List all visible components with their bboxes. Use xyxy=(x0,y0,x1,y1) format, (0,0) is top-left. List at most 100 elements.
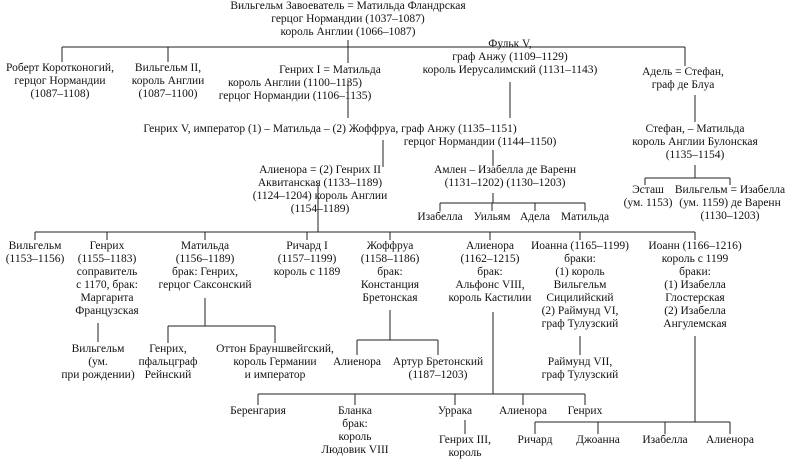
node-line: Вильгельм Завоеватель = Матильда Фландрс… xyxy=(230,0,466,12)
node-line: Роберт Коротконогий, xyxy=(6,62,114,74)
node-line: Стефан, – Матильда xyxy=(645,123,744,135)
node-line: брак: xyxy=(477,266,503,278)
person-node: Генрих xyxy=(568,405,603,417)
person-node: Алиенора(1162–1215)брак:Альфонс VIII,кор… xyxy=(449,240,532,304)
node-line: Уильям xyxy=(474,211,512,223)
node-line: Матильда xyxy=(561,211,609,223)
person-node: Алиенора xyxy=(499,405,547,417)
node-line: король xyxy=(338,431,371,443)
node-line: Иоанн (1166–1216) xyxy=(648,240,741,252)
node-line: герцог Нормандии (1106–1135) xyxy=(219,90,372,102)
person-node: Вильгельм Завоеватель = Матильда Фландрс… xyxy=(230,0,466,38)
node-line: (ум. xyxy=(88,356,108,368)
node-line: король Англии Булонская xyxy=(632,136,758,148)
node-line: браки: xyxy=(679,266,711,278)
node-line: Ричард I xyxy=(286,240,328,252)
connector xyxy=(34,185,696,240)
person-node: Фульк V,граф Анжу (1109–1129)король Иеру… xyxy=(423,38,598,76)
node-line: Ангулемская xyxy=(663,318,727,330)
node-line: пфальцграф xyxy=(139,356,199,368)
connector xyxy=(356,310,581,355)
node-line: Вильгельм xyxy=(72,343,125,355)
node-line: брак: Генрих, xyxy=(172,266,238,278)
node-line: Артур Бретонский xyxy=(393,356,483,368)
connector xyxy=(534,336,731,434)
node-line: Алиенора xyxy=(333,356,381,368)
person-node: Уильям xyxy=(474,211,512,223)
node-line: Рейнский xyxy=(145,369,192,381)
node-line: Матильда xyxy=(181,240,229,252)
node-line: Маргарита xyxy=(80,292,133,304)
node-line: (1131–1202) (1130–1203) xyxy=(445,177,566,189)
node-line: Алиенора = (2) Генрих II xyxy=(259,164,381,176)
node-line: Констанция xyxy=(361,279,420,291)
node-line: (2) Изабелла xyxy=(664,305,726,317)
person-node: Ричард xyxy=(518,434,553,446)
person-node: Генрих III,король xyxy=(439,434,491,459)
node-line: Алиенора xyxy=(706,434,754,446)
person-node: Матильда(1156–1189)брак: Генрих,герцог С… xyxy=(159,240,252,291)
node-line: герцог Саксонский xyxy=(159,279,252,291)
person-node: Жоффруа(1158–1186)брак:КонстанцияБретонс… xyxy=(361,240,420,304)
connector xyxy=(439,193,586,211)
person-node: Артур Бретонский(1187–1203) xyxy=(393,356,483,381)
person-node: Вильгельм(ум.при рождении) xyxy=(61,343,135,381)
node-line: король с 1189 xyxy=(274,266,341,278)
node-line: Бретонская xyxy=(362,292,418,304)
person-node: Эсташ(ум. 1153) xyxy=(624,184,673,209)
node-line: (1087–1108) xyxy=(31,88,90,100)
node-line: король с 1199 xyxy=(662,253,729,265)
node-line: граф Тулузский xyxy=(542,318,619,330)
node-line: Изабелла xyxy=(642,434,687,446)
node-line: (1124–1204) король Англии xyxy=(253,190,387,202)
node-line: Сицилийский xyxy=(546,292,613,304)
node-line: Генрих I = Матильда xyxy=(279,64,381,76)
node-line: Ричард xyxy=(518,434,553,446)
node-line: (1157–1199) xyxy=(278,253,337,265)
node-line: (1130–1203) xyxy=(701,210,760,222)
person-node: Вильгельм II,король Англии(1087–1100) xyxy=(132,62,205,100)
node-line: Алиенора xyxy=(499,405,547,417)
node-line: Фульк V, xyxy=(488,38,532,50)
person-node: Вильгельм(1153–1156) xyxy=(6,240,65,265)
connectors xyxy=(34,40,731,434)
node-line: Вильгельм II, xyxy=(135,62,201,74)
connector xyxy=(644,165,731,185)
node-line: брак: xyxy=(377,266,403,278)
person-node: Адела xyxy=(520,211,550,223)
node-line: (ум. 1153) xyxy=(624,197,673,209)
node-line: (1) король xyxy=(555,266,604,278)
person-node: Иоанна (1165–1199)браки:(1) корольВильге… xyxy=(531,240,629,330)
node-line: Эсташ xyxy=(632,184,664,196)
node-line: с 1170, брак: xyxy=(76,279,138,291)
node-line: Генрих III, xyxy=(439,434,491,446)
node-line: король Германии xyxy=(233,356,316,368)
node-line: Генрих xyxy=(90,240,125,252)
node-line: Беренгария xyxy=(230,405,286,417)
connector xyxy=(61,40,686,66)
node-line: Глостерская xyxy=(665,292,725,304)
node-line: король Иерусалимский (1131–1143) xyxy=(423,64,598,76)
node-line: Генрих, xyxy=(149,343,187,355)
node-line: Адель = Стефан, xyxy=(642,66,724,78)
person-node: Алиенора xyxy=(706,434,754,446)
node-line: Джоанна xyxy=(576,434,620,446)
person-node: Изабелла xyxy=(642,434,687,446)
node-line: (2) Раймунд VI, xyxy=(542,305,619,317)
node-line: (1156–1189) xyxy=(176,253,235,265)
node-line: при рождении) xyxy=(61,369,135,381)
person-node: Джоанна xyxy=(576,434,620,446)
node-line: Жоффруа xyxy=(367,240,414,252)
person-node: Изабелла xyxy=(417,211,462,223)
node-line: Генрих xyxy=(568,405,603,417)
node-line: Французская xyxy=(75,305,139,317)
person-node: Уррака xyxy=(438,405,472,417)
node-line: (1087–1100) xyxy=(139,88,198,100)
node-line: (1158–1186) xyxy=(361,253,420,265)
node-line: Альфонс VIII, xyxy=(455,279,524,291)
person-node: Роберт Коротконогий,герцог Нормандии(108… xyxy=(6,62,114,100)
